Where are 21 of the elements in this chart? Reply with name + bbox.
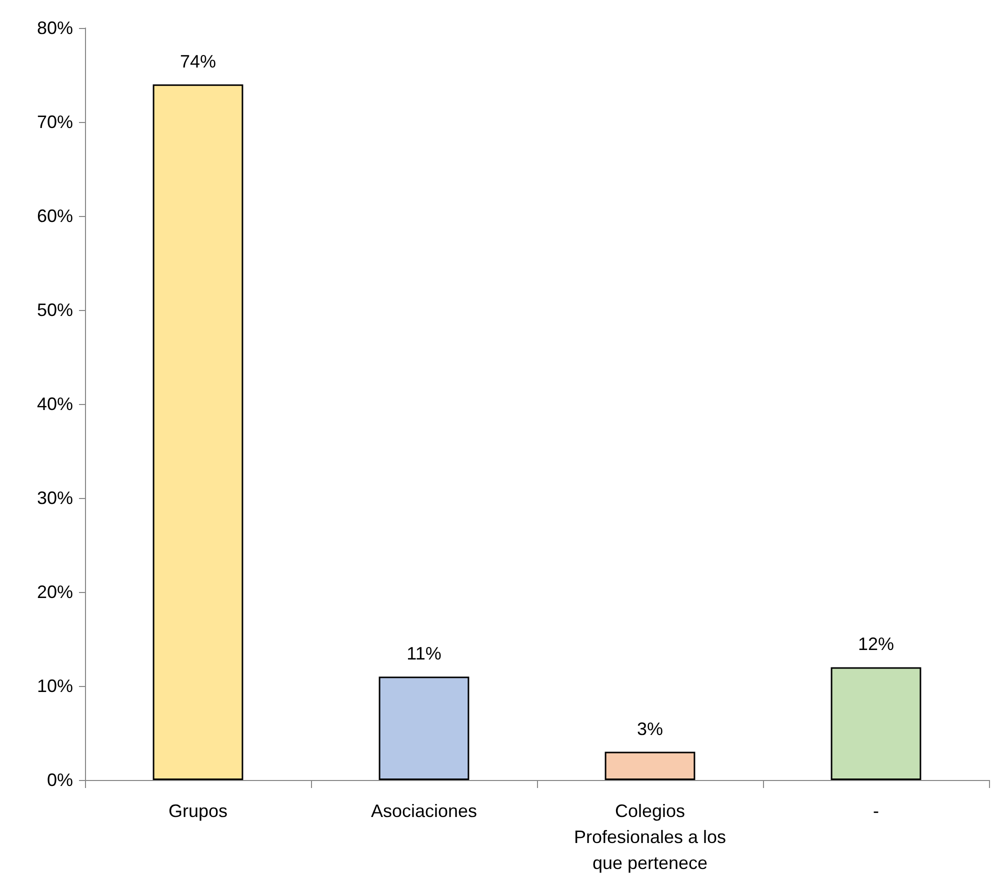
- data-label: 3%: [636, 718, 664, 739]
- bar: [830, 667, 922, 780]
- data-label: 74%: [180, 51, 216, 72]
- y-tick-label: 40%: [36, 394, 73, 414]
- y-tick-label: 70%: [36, 112, 73, 132]
- data-label: 11%: [406, 644, 442, 664]
- y-tick-label: 30%: [36, 488, 73, 508]
- y-tick-label: 20%: [36, 582, 73, 602]
- x-tick-label: Colegios Profesionales a los que pertenece: [574, 801, 726, 873]
- x-tick-label: -: [873, 801, 879, 821]
- data-label: 12%: [858, 634, 894, 654]
- y-tick-label: 0%: [46, 770, 73, 790]
- x-tick-label: Grupos: [168, 801, 228, 821]
- bar: [152, 84, 244, 780]
- y-tick-label: 10%: [36, 676, 73, 696]
- y-tick-label: 80%: [36, 18, 73, 38]
- y-tick-label: 60%: [36, 206, 73, 226]
- y-tick-label: 50%: [36, 300, 73, 320]
- bar: [604, 752, 696, 780]
- bar: [378, 676, 470, 780]
- x-tick-label: Asociaciones: [370, 801, 478, 821]
